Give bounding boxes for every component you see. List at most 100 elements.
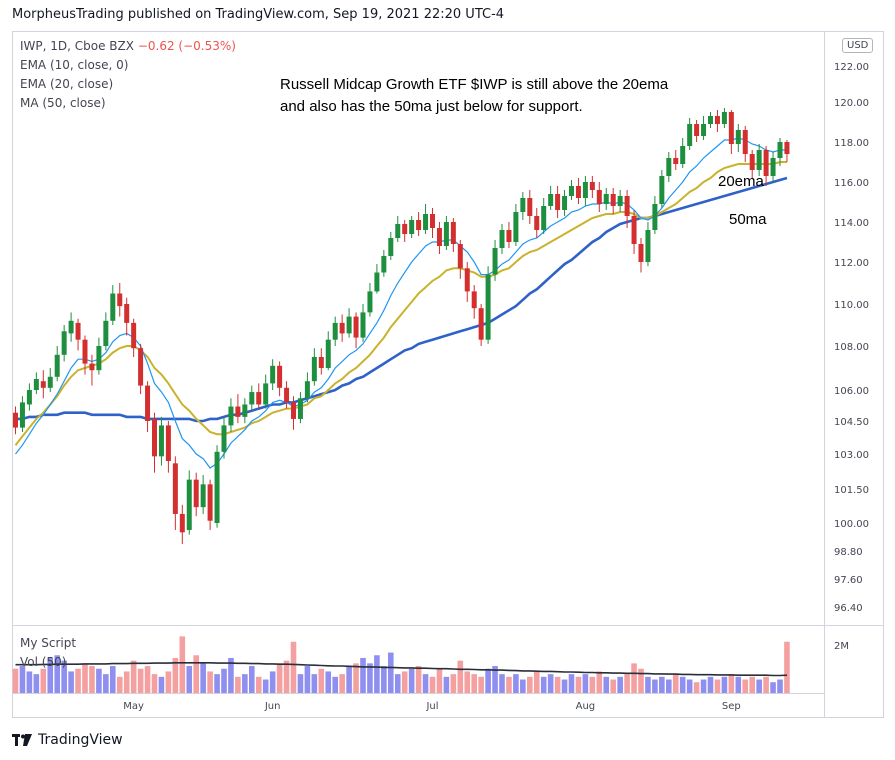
candle-up — [19, 402, 25, 428]
volume-bar — [346, 666, 352, 693]
volume-bar — [394, 674, 401, 693]
candle-down — [624, 196, 630, 216]
volume-bar — [235, 676, 241, 693]
price-chart[interactable]: 122.00 120.00 118.00 116.00 114.00 112.00 110.… — [12, 31, 884, 718]
volume-bar — [165, 671, 172, 693]
candle-down — [478, 308, 484, 340]
candle-down — [714, 116, 720, 124]
volume-bar — [318, 668, 325, 693]
volume-bar — [116, 676, 123, 693]
volume-bar — [249, 666, 255, 693]
volume-bar — [339, 674, 345, 693]
time-tick-label: May — [123, 701, 144, 712]
volume-bar — [290, 641, 297, 693]
volume-bar — [561, 679, 568, 693]
candle-down — [277, 365, 283, 388]
candle-down — [402, 224, 408, 234]
volume-bar — [707, 676, 714, 693]
price-axis: 122.00 120.00 118.00 116.00 114.00 112.00 110.… — [834, 62, 869, 652]
volume-bar — [603, 676, 610, 693]
volume-bar — [422, 674, 429, 693]
price-tick-label: 101.50 — [834, 485, 869, 496]
footer-brand[interactable]: TradingView — [12, 732, 123, 748]
candle-up — [304, 381, 310, 399]
candle-down — [256, 392, 262, 405]
volume-bar — [686, 679, 693, 693]
volume-tick-label: 2M — [834, 641, 849, 652]
volume-bar — [575, 676, 582, 693]
volume-bar — [242, 674, 248, 693]
candle-up — [520, 198, 526, 212]
chart-frame[interactable]: 122.00 120.00 118.00 116.00 114.00 112.00 110.… — [12, 31, 884, 718]
candle-down — [318, 357, 324, 368]
volume-bar — [520, 679, 526, 693]
candle-down — [430, 214, 435, 228]
candle-up — [214, 451, 220, 523]
volume-bar — [137, 668, 144, 693]
price-tick-label: 100.00 — [834, 519, 869, 530]
candle-down — [124, 304, 130, 323]
price-tick-label: 108.00 — [834, 342, 869, 353]
candle-down — [416, 220, 422, 230]
volume-bar — [540, 676, 547, 693]
volume-bar — [304, 666, 311, 693]
volume-bar — [700, 679, 707, 693]
candle-down — [784, 142, 790, 154]
volume-bar — [12, 668, 19, 693]
candle-down — [284, 387, 290, 403]
volume-bar — [360, 657, 366, 693]
volume-bar — [756, 679, 762, 693]
volume-bar — [200, 663, 206, 693]
volume-bar — [262, 679, 269, 693]
annotation-line-2: and also has the 50ma just below for sup… — [280, 98, 583, 115]
candle-up — [721, 112, 727, 124]
volume-bar — [47, 657, 54, 693]
price-tick-label: 103.00 — [834, 450, 869, 461]
candle-down — [165, 425, 171, 461]
volume-bar — [659, 676, 665, 693]
volume-bar — [89, 666, 95, 693]
volume-bar — [679, 676, 686, 693]
volume-bar — [471, 674, 477, 693]
time-axis: May Jun Jul Aug Sep — [123, 701, 740, 712]
price-tick-label: 118.00 — [834, 138, 869, 149]
candle-up — [186, 479, 192, 530]
candle-up — [485, 274, 491, 340]
candle-up — [777, 142, 783, 158]
volume-bar — [770, 682, 776, 693]
currency-badge[interactable]: USD — [842, 38, 874, 53]
symbol-label: IWP, 1D, Cboe BZX — [20, 39, 134, 53]
volume-bar — [568, 674, 575, 693]
candle-down — [75, 322, 81, 340]
volume-bar — [144, 666, 151, 693]
price-tick-label: 97.60 — [834, 575, 863, 586]
volume-bar — [777, 679, 783, 693]
candle-up — [513, 212, 519, 242]
time-tick-label: Jun — [264, 701, 281, 712]
volume-bar — [40, 668, 47, 693]
candle-up — [381, 256, 387, 273]
price-tick-label: 112.00 — [834, 258, 869, 269]
candle-down — [555, 194, 561, 210]
volume-bar — [429, 676, 436, 693]
ema10-legend: EMA (10, close, 0) — [20, 58, 129, 72]
indicator-legend: IWP, 1D, Cboe BZX −0.62 (−0.53%) EMA (10… — [20, 37, 236, 113]
candle-down — [638, 244, 644, 262]
volume-bar — [228, 657, 234, 693]
candle-down — [291, 402, 296, 419]
volume-bar — [367, 663, 373, 693]
volume-bar — [742, 679, 749, 693]
candle-up — [541, 206, 547, 230]
volume-bar — [596, 671, 603, 693]
candle-up — [443, 222, 449, 246]
ema20-line — [14, 161, 787, 446]
candle-down — [694, 124, 700, 136]
volume-bar — [54, 655, 60, 693]
candle-down — [610, 194, 616, 206]
candle-up — [687, 124, 693, 146]
candle-down — [728, 112, 734, 144]
volume-bar — [499, 674, 505, 693]
volume-bar — [353, 663, 359, 693]
volume-bar — [193, 655, 199, 693]
label-20ema: 20ema — [718, 173, 764, 190]
